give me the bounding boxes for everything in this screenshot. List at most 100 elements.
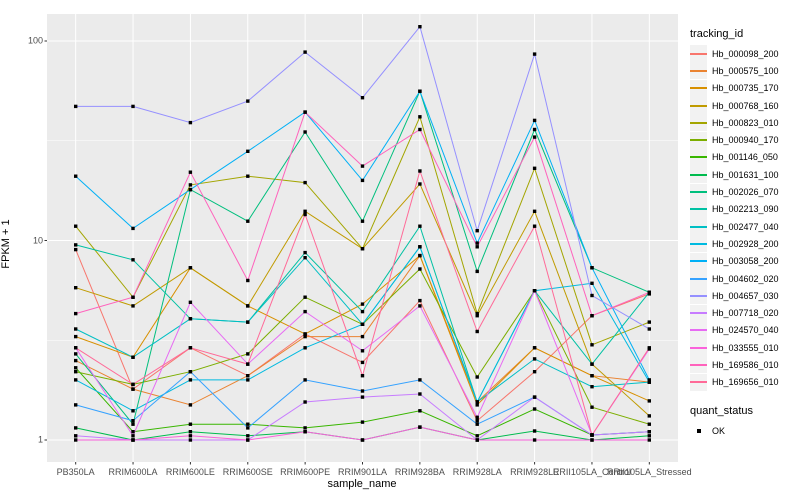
legend-key-line-icon: [690, 270, 707, 287]
data-point: [418, 169, 422, 173]
data-point: [590, 293, 594, 298]
data-point: [74, 403, 78, 407]
data-point: [532, 429, 537, 433]
data-point: [418, 127, 422, 132]
legend-color-swatch: [690, 242, 707, 245]
legend-key-line-icon: [690, 79, 707, 97]
data-point: [360, 302, 365, 306]
data-point: [418, 224, 422, 228]
data-point: [188, 434, 193, 438]
data-point: [303, 309, 307, 314]
data-point: [131, 387, 135, 391]
data-point: [74, 358, 78, 363]
y-tick-label: 10: [32, 235, 43, 245]
data-point: [647, 290, 651, 294]
legend-item-Hb_004657_030: Hb_004657_030: [690, 287, 798, 305]
x-axis-title: sample_name: [327, 478, 397, 490]
data-point: [647, 414, 651, 418]
data-point: [303, 430, 307, 434]
data-point: [360, 395, 365, 399]
legend-item-Hb_001631_100: Hb_001631_100: [690, 166, 798, 184]
x-tick-label: PB350LA: [56, 467, 95, 477]
data-point: [360, 389, 365, 393]
data-point: [475, 375, 479, 379]
x-tick-label: RRIM928LA: [452, 467, 502, 477]
legend-key-line-icon: [690, 373, 707, 391]
legend-color-swatch: [690, 260, 707, 263]
legend-key-line-icon: [690, 339, 707, 357]
data-point: [475, 434, 479, 438]
data-point: [303, 212, 307, 217]
data-point: [303, 346, 307, 350]
legend-key-line-icon: [690, 200, 707, 218]
legend-color-swatch: [690, 363, 707, 366]
data-point: [418, 25, 422, 29]
legend-item-label: Hb_004657_030: [712, 290, 779, 301]
data-point: [188, 422, 193, 426]
data-point: [360, 219, 365, 223]
legend-item-Hb_002213_090: Hb_002213_090: [690, 200, 798, 218]
data-point: [532, 395, 537, 399]
data-point: [647, 346, 651, 350]
legend-key-line-icon: [690, 148, 707, 166]
data-point: [418, 182, 422, 186]
data-point: [303, 378, 307, 382]
data-point: [131, 355, 135, 359]
data-point: [303, 400, 307, 404]
legend-key-line-icon: [690, 252, 707, 270]
data-point: [246, 174, 250, 178]
data-point: [475, 415, 479, 419]
data-point: [647, 430, 651, 434]
data-point: [74, 311, 78, 316]
data-point: [74, 243, 78, 247]
data-point: [246, 362, 250, 366]
legend-item-label: Hb_000575_100: [712, 65, 779, 76]
data-point: [131, 434, 135, 438]
data-point: [532, 166, 537, 170]
data-point: [188, 370, 193, 374]
data-point: [475, 269, 479, 274]
data-point: [475, 311, 479, 316]
legend-key-line-icon: [690, 304, 707, 322]
legend-item-label: Hb_024570_040: [712, 325, 779, 336]
data-point: [131, 104, 135, 109]
data-point: [418, 245, 422, 249]
data-point: [532, 127, 537, 132]
data-point: [131, 419, 135, 423]
data-point: [246, 99, 250, 103]
legend-key-line-icon: [690, 97, 707, 115]
legend-item-Hb_002928_200: Hb_002928_200: [690, 235, 798, 253]
data-point: [74, 174, 78, 178]
data-point: [475, 329, 479, 334]
data-point: [647, 434, 651, 438]
data-point: [74, 247, 78, 252]
data-point: [475, 241, 479, 245]
legend-color-swatch: [690, 191, 707, 194]
data-point: [74, 378, 78, 382]
data-point: [188, 170, 193, 174]
legend-color-swatch: [690, 69, 707, 72]
legend-color-swatch: [690, 346, 707, 349]
data-point: [532, 118, 537, 123]
data-point: [188, 378, 193, 382]
legend-item-quant-OK: OK: [690, 422, 798, 439]
legend-key-point-icon: [690, 422, 707, 439]
legend-color-swatch: [690, 312, 707, 315]
data-point: [303, 334, 307, 339]
x-tick-label: RRII105LA_Control: [552, 467, 631, 477]
data-point: [246, 149, 250, 153]
data-point: [532, 224, 537, 228]
legend-color-swatch: [690, 329, 707, 332]
legend-item-label: Hb_001146_050: [712, 152, 778, 163]
legend-color-swatch: [690, 87, 707, 90]
y-tick-label: 1: [37, 434, 43, 445]
data-point: [131, 438, 135, 442]
data-point: [360, 374, 365, 378]
data-point: [532, 52, 537, 56]
legend-item-Hb_000940_170: Hb_000940_170: [690, 131, 798, 149]
legend-item-Hb_033555_010: Hb_033555_010: [690, 339, 798, 357]
data-point: [475, 403, 479, 407]
data-point: [360, 96, 365, 100]
